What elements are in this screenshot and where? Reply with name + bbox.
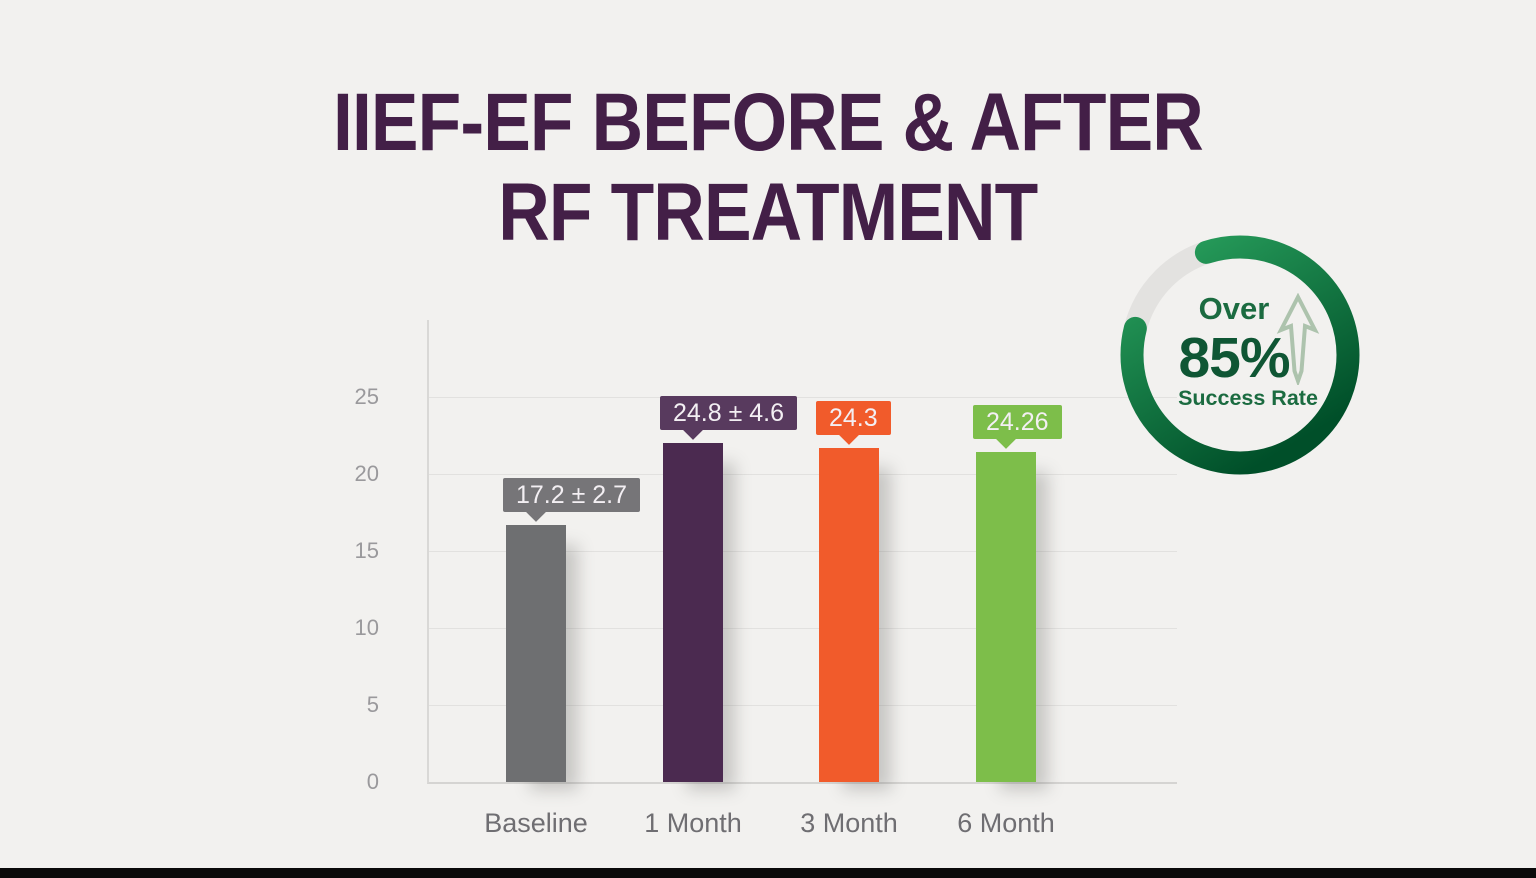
gridline-25 <box>429 396 1177 398</box>
y-axis-ticks: 0 5 10 15 20 25 <box>0 320 403 794</box>
gridline-10 <box>429 627 1177 629</box>
bar-baseline <box>506 524 566 782</box>
value-label-baseline: 17.2 ± 2.7 <box>503 477 641 512</box>
bar-1-month <box>663 443 723 782</box>
success-rate-badge: Over 85% Success Rate <box>1110 225 1370 485</box>
y-tick-label-0: 0 <box>366 769 379 794</box>
y-tick-label-25: 25 <box>354 384 379 409</box>
y-tick-label-20: 20 <box>354 461 379 486</box>
gridline-5 <box>429 704 1177 706</box>
gridline-15 <box>429 550 1177 552</box>
x-label-6-month: 6 Month <box>957 808 1055 838</box>
chart-title: IIEF-EF BEFORE & AFTER RF TREATMENT <box>0 78 1536 258</box>
x-label-3-month: 3 Month <box>800 808 898 838</box>
chart-title-line2: RF TREATMENT <box>498 167 1038 258</box>
value-label-6-month: 24.26 <box>973 405 1062 440</box>
chart-title-line1: IIEF-EF BEFORE & AFTER <box>333 77 1204 168</box>
x-label-1-month: 1 Month <box>644 808 742 838</box>
y-tick-label-5: 5 <box>366 692 379 717</box>
badge-over-text: Over <box>1198 291 1270 326</box>
value-label-3-month: 24.3 <box>816 400 891 435</box>
ring-progress-arc <box>1120 235 1360 475</box>
x-label-baseline: Baseline <box>484 808 588 838</box>
progress-ring-icon <box>1120 235 1360 475</box>
badge-percent-text: 85% <box>1178 326 1290 390</box>
up-arrow-icon <box>1276 293 1320 385</box>
gridline-20 <box>429 473 1177 475</box>
value-label-1-month: 24.8 ± 4.6 <box>660 396 798 431</box>
bar-6-month <box>976 452 1036 782</box>
plot-area: 17.2 ± 2.7 Baseline 24.8 ± 4.6 1 Month 24.3 3… <box>427 320 1177 838</box>
y-tick-label-10: 10 <box>354 615 379 640</box>
y-tick-label-15: 15 <box>354 538 379 563</box>
bottom-letterbox-bar <box>0 868 1536 878</box>
bar-3-month <box>819 447 879 782</box>
badge-success-rate-text: Success Rate <box>1178 386 1318 410</box>
